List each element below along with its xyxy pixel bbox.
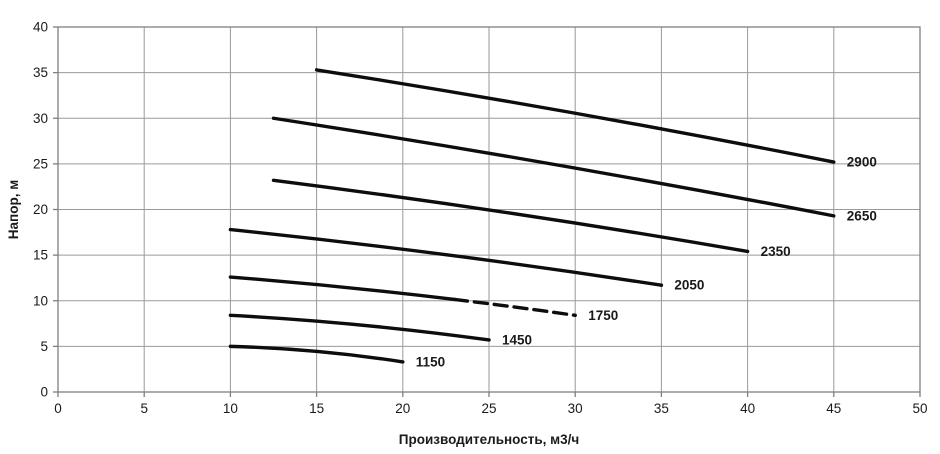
series-line xyxy=(314,68,836,164)
x-tick-label: 10 xyxy=(223,401,238,416)
series-line xyxy=(228,344,405,364)
x-tick-label: 15 xyxy=(309,401,324,416)
x-tick-label: 20 xyxy=(395,401,410,416)
x-axis-title: Производительность, м3/ч xyxy=(399,432,579,447)
x-tick-label: 25 xyxy=(481,401,496,416)
x-tick-label: 0 xyxy=(54,401,62,416)
y-tick-label: 5 xyxy=(40,339,48,354)
x-tick-label: 40 xyxy=(740,401,755,416)
x-tick-label: 5 xyxy=(140,401,148,416)
y-tick-label: 20 xyxy=(33,202,48,217)
series-label: 1150 xyxy=(416,354,445,369)
series-label: 2050 xyxy=(674,278,704,293)
series-label: 2350 xyxy=(761,244,791,259)
x-tick-label: 30 xyxy=(568,401,583,416)
y-tick-label: 10 xyxy=(33,293,48,308)
series-line xyxy=(228,275,457,302)
y-tick-label: 25 xyxy=(33,156,48,171)
x-tick-label: 35 xyxy=(654,401,669,416)
series-line xyxy=(271,178,750,254)
y-tick-label: 30 xyxy=(33,111,48,126)
x-tick-label: 45 xyxy=(826,401,841,416)
series-label: 2900 xyxy=(847,155,877,170)
series-line xyxy=(228,313,491,342)
y-tick-label: 15 xyxy=(33,248,48,263)
series-line xyxy=(271,116,836,218)
x-tick-label: 50 xyxy=(912,401,927,416)
y-tick-label: 35 xyxy=(33,65,48,80)
series-line xyxy=(228,227,664,287)
y-tick-label: 0 xyxy=(40,385,48,400)
series-line-dashed xyxy=(452,297,577,318)
y-tick-label: 40 xyxy=(33,20,48,35)
series-label: 1750 xyxy=(588,308,618,323)
series-label: 2650 xyxy=(847,208,877,223)
series-label: 1450 xyxy=(502,332,532,347)
y-axis-title: Напор, м xyxy=(6,180,21,239)
